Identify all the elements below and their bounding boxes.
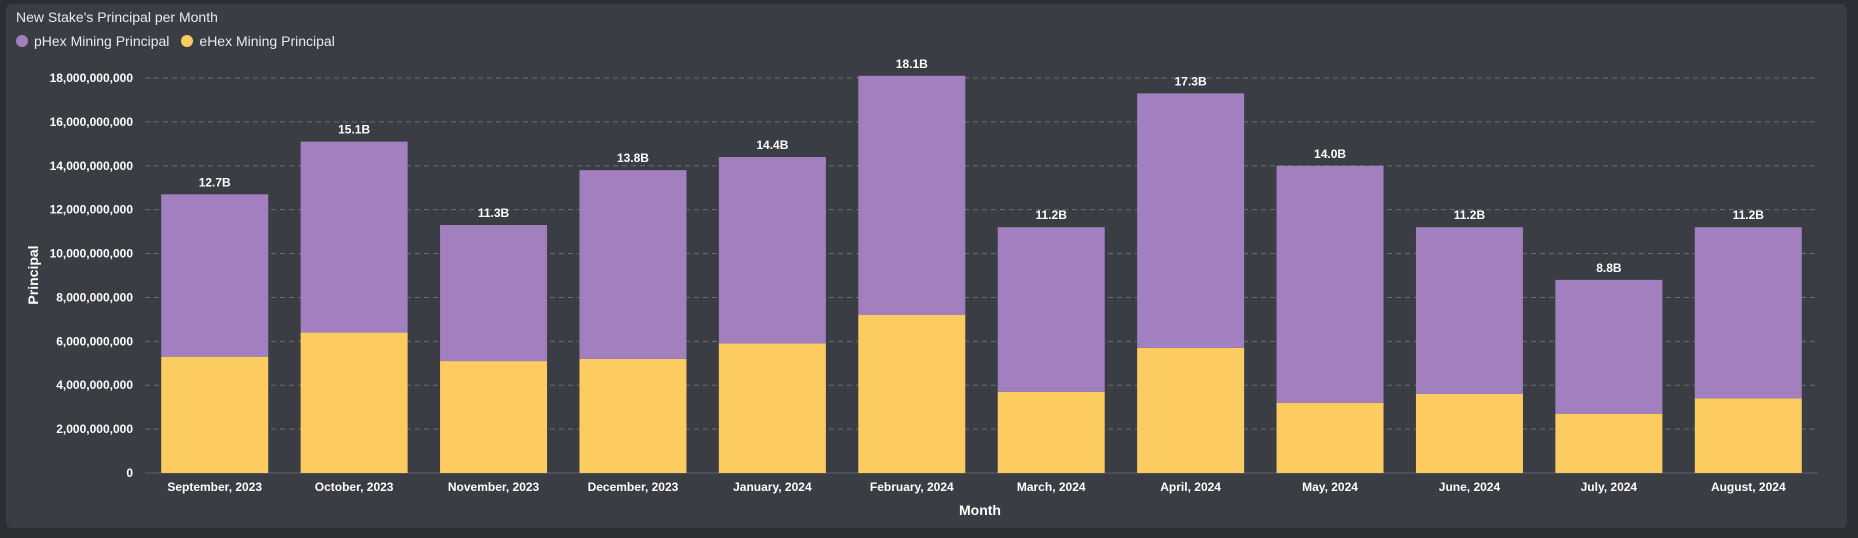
data-label-total: 11.3B	[478, 206, 510, 220]
bar-ehex[interactable]	[440, 361, 548, 473]
x-tick-label: May, 2024	[1302, 480, 1358, 494]
chart-title: New Stake's Principal per Month	[16, 9, 218, 25]
bar-phex[interactable]	[858, 75, 966, 315]
bar-phex[interactable]	[440, 225, 548, 362]
y-tick-label: 8,000,000,000	[56, 290, 133, 304]
data-label-total: 11.2B	[1733, 208, 1765, 222]
bar-ehex[interactable]	[161, 356, 269, 473]
x-tick-label: January, 2024	[733, 480, 812, 494]
x-tick-label: February, 2024	[870, 480, 954, 494]
data-label-total: 14.4B	[756, 138, 788, 152]
bar-phex[interactable]	[300, 141, 408, 333]
x-tick-label: September, 2023	[167, 480, 262, 494]
legend-item-phex[interactable]: pHex Mining Principal	[16, 33, 169, 49]
y-axis-title: Principal	[25, 245, 41, 304]
data-label-total: 12.7B	[199, 175, 231, 189]
data-label-total: 13.8B	[617, 151, 649, 165]
legend-dot-phex	[16, 35, 28, 47]
x-tick-label: November, 2023	[448, 480, 540, 494]
bar-ehex[interactable]	[1415, 394, 1523, 473]
bar-phex[interactable]	[579, 170, 687, 359]
bar-ehex[interactable]	[858, 315, 966, 473]
bar-ehex[interactable]	[300, 332, 408, 473]
x-tick-label: July, 2024	[1581, 480, 1638, 494]
bar-ehex[interactable]	[1276, 402, 1384, 473]
y-tick-label: 10,000,000,000	[50, 247, 134, 261]
bar-ehex[interactable]	[718, 343, 826, 473]
x-tick-label: April, 2024	[1160, 480, 1221, 494]
y-tick-label: 4,000,000,000	[56, 378, 133, 392]
bar-phex[interactable]	[1137, 93, 1245, 348]
bar-ehex[interactable]	[1694, 398, 1802, 473]
data-label-total: 18.1B	[896, 57, 928, 71]
legend-label-ehex: eHex Mining Principal	[199, 33, 335, 49]
x-axis-title: Month	[959, 502, 1001, 518]
y-tick-label: 6,000,000,000	[56, 334, 133, 348]
data-label-total: 15.1B	[338, 123, 370, 137]
legend-label-phex: pHex Mining Principal	[34, 33, 170, 49]
y-tick-label: 12,000,000,000	[50, 203, 134, 217]
bar-phex[interactable]	[1555, 279, 1663, 414]
data-label-total: 17.3B	[1175, 74, 1207, 88]
data-label-total: 11.2B	[1036, 208, 1068, 222]
bar-phex[interactable]	[1415, 227, 1523, 394]
legend-item-ehex[interactable]: eHex Mining Principal	[181, 33, 335, 49]
data-label-total: 14.0B	[1314, 147, 1346, 161]
bar-ehex[interactable]	[1555, 413, 1663, 473]
x-tick-label: March, 2024	[1017, 480, 1086, 494]
y-tick-label: 0	[126, 466, 133, 480]
y-tick-label: 16,000,000,000	[50, 115, 134, 129]
x-tick-label: October, 2023	[315, 480, 394, 494]
bar-phex[interactable]	[1694, 227, 1802, 399]
y-tick-label: 18,000,000,000	[50, 71, 134, 85]
bar-ehex[interactable]	[997, 391, 1105, 473]
y-tick-label: 2,000,000,000	[56, 422, 133, 436]
x-tick-label: December, 2023	[588, 480, 679, 494]
bar-phex[interactable]	[997, 227, 1105, 392]
bar-ehex[interactable]	[579, 358, 687, 473]
bar-phex[interactable]	[718, 157, 826, 344]
data-label-total: 11.2B	[1454, 208, 1486, 222]
legend-dot-ehex	[181, 35, 194, 47]
data-label-total: 8.8B	[1596, 261, 1622, 275]
x-tick-label: June, 2024	[1439, 480, 1501, 494]
x-tick-label: August, 2024	[1711, 480, 1786, 494]
y-tick-label: 14,000,000,000	[50, 159, 134, 173]
bar-ehex[interactable]	[1137, 347, 1245, 473]
bar-phex[interactable]	[1276, 165, 1384, 403]
chart-legend: pHex Mining Principal eHex Mining Princi…	[16, 33, 335, 49]
bar-phex[interactable]	[161, 194, 269, 357]
